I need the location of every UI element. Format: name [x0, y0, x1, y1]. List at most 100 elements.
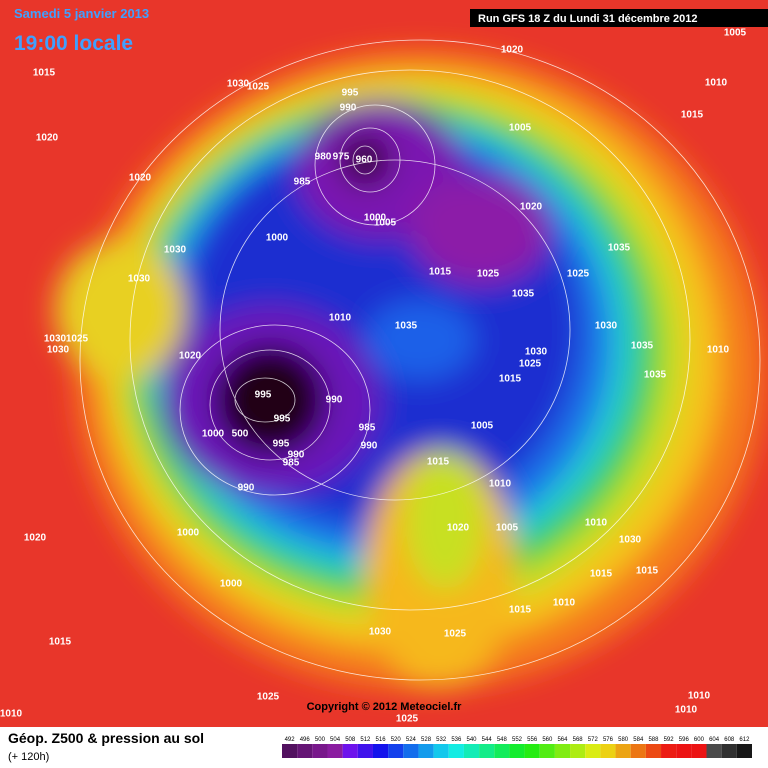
copyright: Copyright © 2012 Meteociel.fr — [307, 701, 463, 713]
isobar-label: 1000 — [266, 233, 289, 244]
legend-swatch — [600, 744, 616, 758]
legend-tick-label: 568 — [573, 737, 584, 743]
isobar-label: 1020 — [24, 533, 47, 544]
legend-tick-label: 564 — [557, 737, 568, 743]
isobar-label: 1020 — [179, 351, 202, 362]
legend-swatch — [372, 744, 389, 758]
isobar-label: 1025 — [477, 269, 500, 280]
isobar-label: 1025 — [567, 269, 590, 280]
isobar-label: 1010 — [0, 709, 23, 720]
isobar-label: 1035 — [608, 243, 631, 254]
isobar-label: 1030 — [164, 245, 187, 256]
isobar-label: 1000 — [177, 528, 200, 539]
legend-tick-label: 604 — [709, 737, 720, 743]
isobar-label: 1030 — [227, 79, 250, 90]
isobar-label: 1015 — [590, 569, 613, 580]
run-banner — [470, 9, 768, 27]
isobar-label: 1020 — [447, 523, 470, 534]
legend-swatch — [342, 744, 358, 758]
isobar-label: 1015 — [681, 110, 704, 121]
local-time: 19:00 locale — [14, 32, 133, 55]
isobar-label: 1025 — [257, 692, 280, 703]
legend-tick-label: 556 — [527, 737, 538, 743]
isobar-label: 975 — [333, 152, 350, 163]
legend-swatch — [433, 744, 449, 758]
legend-tick-label: 600 — [694, 737, 705, 743]
isobar-label: 1025 — [396, 714, 419, 725]
isobar-label: 1015 — [429, 267, 452, 278]
isobar-label: 1025 — [519, 359, 542, 370]
legend-swatch — [297, 744, 313, 758]
legend-swatch — [585, 744, 601, 758]
isobar-label: 1000 — [364, 213, 387, 224]
legend-swatch — [403, 744, 419, 758]
legend-swatch — [615, 744, 631, 758]
date: Samedi 5 janvier 2013 — [14, 6, 149, 21]
legend-tick-label: 512 — [360, 737, 371, 743]
isobar-label: 1025 — [444, 629, 467, 640]
legend-tick-label: 492 — [285, 737, 296, 743]
isobar-label: 1020 — [36, 133, 59, 144]
isobar-label: 1035 — [631, 341, 654, 352]
legend-swatch — [448, 744, 464, 758]
legend-tick-label: 544 — [482, 737, 493, 743]
isobar-label: 1010 — [489, 479, 512, 490]
legend-swatch — [721, 744, 737, 758]
legend-swatch — [327, 744, 343, 758]
legend-swatch — [282, 744, 298, 758]
isobar-label: 1000 — [220, 579, 243, 590]
legend-tick-label: 588 — [648, 737, 659, 743]
legend-swatch — [554, 744, 571, 758]
isobar-label: 1030 — [369, 627, 392, 638]
isobar-label: 1020 — [520, 202, 543, 213]
isobar-label: 1030 — [47, 345, 70, 356]
legend-swatch — [661, 744, 677, 758]
colorbar: 492 496 500 504 508 512 516 520 524 528 532 536 540 5… — [282, 737, 752, 758]
isobar-label: 1010 — [329, 313, 352, 324]
legend-swatch — [524, 744, 540, 758]
legend-swatch — [570, 744, 586, 758]
isobar-label: 1005 — [496, 523, 519, 534]
isobar-label: 1005 — [724, 28, 747, 39]
legend-swatch — [676, 744, 692, 758]
isobar-label: 1015 — [509, 605, 532, 616]
isobar-label: 1030 — [525, 347, 548, 358]
legend-tick-label: 580 — [618, 737, 629, 743]
legend-swatch — [494, 744, 510, 758]
footer-title: Géop. Z500 & pression au sol — [8, 730, 204, 746]
legend-tick-label: 520 — [391, 737, 402, 743]
isobar-label: 995 — [274, 414, 291, 425]
legend-tick-label: 504 — [330, 737, 341, 743]
lead-time: (+ 120h) — [8, 751, 49, 763]
legend-tick-label: 524 — [406, 737, 417, 743]
legend-swatch — [312, 744, 328, 758]
isobar-label: 995 — [342, 88, 359, 99]
legend-swatch — [509, 744, 525, 758]
isobar-label: 1010 — [553, 598, 576, 609]
isobar-label: 1020 — [501, 45, 524, 56]
legend-swatch — [418, 744, 434, 758]
legend-tick-label: 500 — [315, 737, 326, 743]
isobar-label: 990 — [340, 103, 357, 114]
isobar-label: 1030 — [595, 321, 618, 332]
legend-swatch — [691, 744, 707, 758]
legend-swatch — [388, 744, 404, 758]
isobar-label: 1015 — [636, 566, 659, 577]
legend-tick-label: 596 — [679, 737, 690, 743]
isobar-label: 1005 — [471, 421, 494, 432]
isobar-label: 990 — [238, 483, 255, 494]
isobar-label: 1025 — [66, 334, 89, 345]
legend-swatch — [645, 744, 662, 758]
isobar-label: 985 — [283, 458, 300, 469]
legend-tick-label: 560 — [542, 737, 553, 743]
isobar-label: 1015 — [33, 68, 56, 79]
legend-swatch — [539, 744, 555, 758]
isobar-label: 1010 — [675, 705, 698, 716]
isobar-label: 1020 — [129, 173, 152, 184]
legend-swatch — [706, 744, 722, 758]
isobar-label: 1005 — [374, 218, 397, 229]
isobar-label: 995 — [273, 439, 290, 450]
run-info: Run GFS 18 Z du Lundi 31 décembre 2012 — [478, 13, 697, 25]
isobar-label: 990 — [361, 441, 378, 452]
isobar-label: 1025 — [247, 82, 270, 93]
